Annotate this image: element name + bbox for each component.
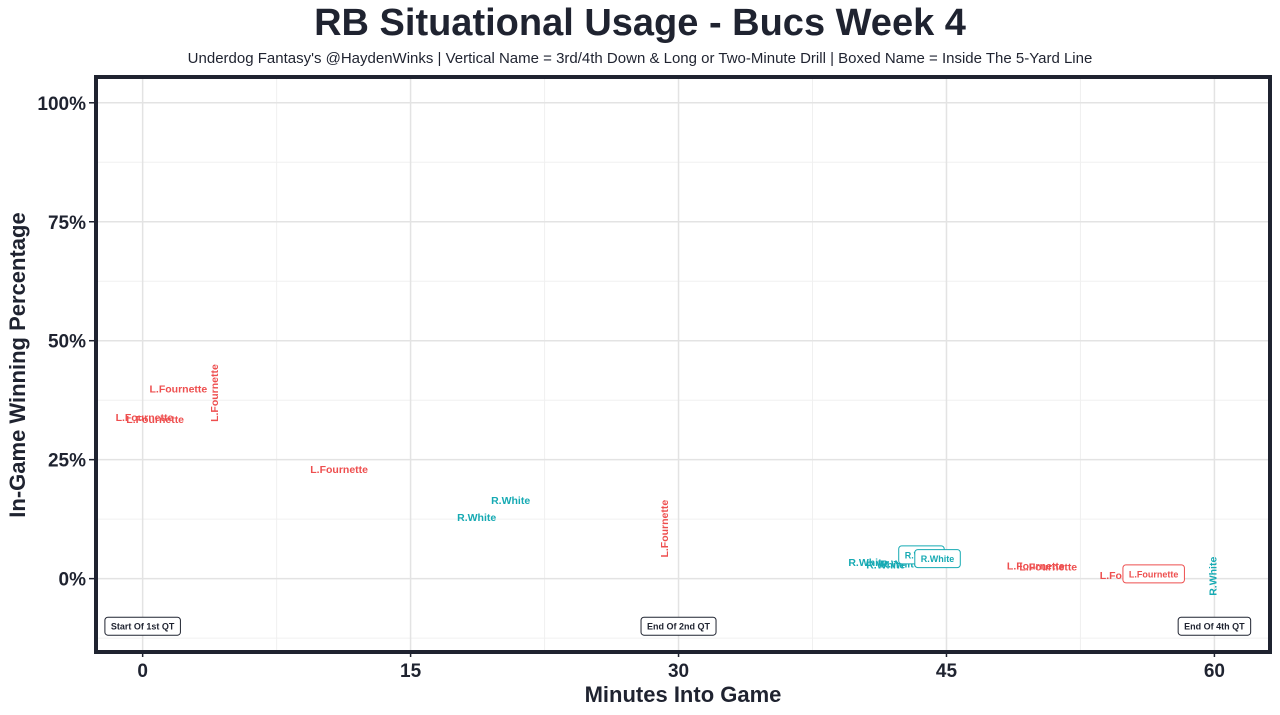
grid-lines [98, 79, 1268, 650]
player-label: L.Fournette [150, 383, 208, 395]
x-tick-label: 15 [400, 661, 422, 682]
player-label-vertical: L.Fournette [659, 500, 671, 558]
player-label-boxed: L.Fournette [1122, 564, 1185, 584]
player-label: R.White [848, 557, 887, 569]
player-label-box [914, 549, 961, 569]
quarter-annotation-box [1177, 616, 1252, 636]
player-label: L.Fournette [310, 464, 368, 476]
quarter-annotations: Start Of 1st QT End Of 2nd QT End Of 4th Q… [104, 616, 1252, 636]
y-tick-label: 75% [48, 213, 86, 234]
player-label-vertical: L.Fournette [209, 364, 221, 422]
axis-ticks: 0 15 30 45 60 0% 25% 50% 75% 100% [37, 94, 1225, 682]
plot-border [94, 75, 1272, 654]
quarter-annotation: End Of 4th QT [1177, 616, 1252, 636]
player-label: L.Fournette [1007, 560, 1065, 572]
x-tick-label: 45 [936, 661, 958, 682]
x-tick-label: 30 [668, 661, 689, 682]
player-label: L.Fournette [126, 414, 184, 426]
player-label: L.Fournette [116, 412, 174, 424]
y-tick-label: 25% [48, 451, 86, 472]
player-label: R.White [491, 495, 530, 507]
y-tick-label: 100% [37, 94, 86, 115]
player-label: R.White [866, 559, 905, 571]
chart-subtitle: Underdog Fantasy's @HaydenWinks | Vertic… [187, 50, 1093, 67]
player-label-text: R.White [921, 554, 955, 564]
player-label-vertical: R.White [1208, 557, 1220, 596]
quarter-annotation-label: End Of 4th QT [1184, 622, 1245, 632]
quarter-annotation-label: Start Of 1st QT [111, 622, 175, 632]
quarter-annotation: End Of 2nd QT [640, 616, 717, 636]
x-tick-label: 0 [137, 661, 148, 682]
player-label-box [1122, 564, 1185, 584]
y-tick-label: 0% [59, 570, 87, 591]
x-axis-label: Minutes Into Game [585, 682, 782, 707]
player-label: L.Fournette [1019, 562, 1077, 574]
quarter-annotation: Start Of 1st QT [104, 616, 181, 636]
player-labels: L.Fournette L.FournetteL.FournetteL.Fourn… [116, 364, 1220, 596]
player-label-text: L.Fournette [1129, 569, 1179, 579]
y-tick-label: 50% [48, 332, 86, 353]
player-label-boxed: R.White [914, 549, 961, 569]
chart-title: RB Situational Usage - Bucs Week 4 [314, 2, 966, 44]
x-tick-label: 60 [1204, 661, 1225, 682]
quarter-annotation-box [104, 616, 181, 636]
player-label: R.White [457, 512, 496, 524]
quarter-annotation-label: End Of 2nd QT [647, 622, 710, 632]
quarter-annotation-box [640, 616, 717, 636]
y-axis-label: In-Game Winning Percentage [5, 212, 30, 517]
